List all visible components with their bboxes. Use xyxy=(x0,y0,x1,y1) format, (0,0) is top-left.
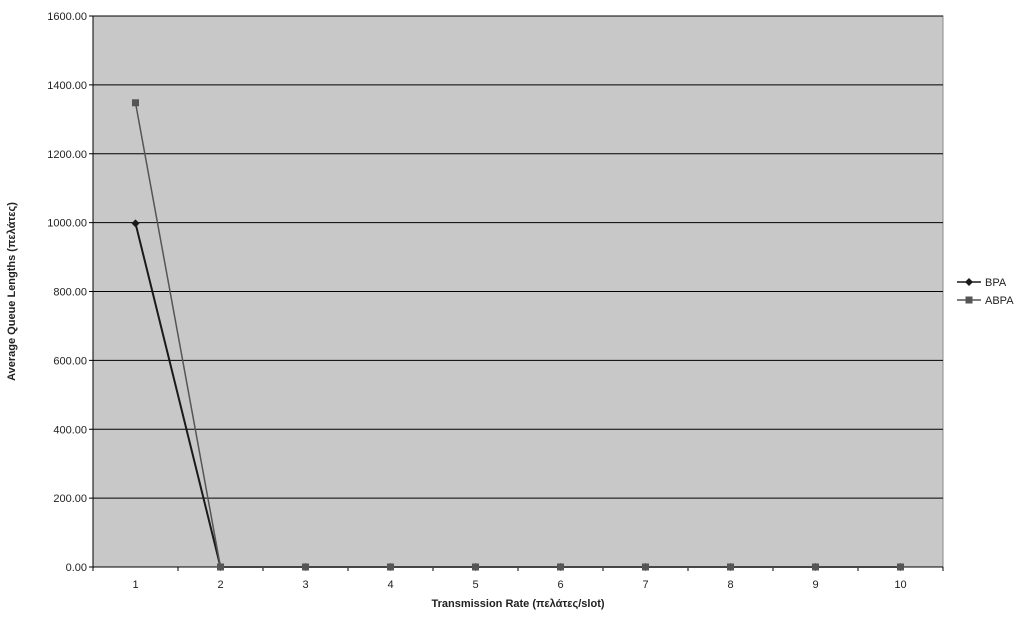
data-point-abpa xyxy=(727,563,734,571)
x-tick-label: 10 xyxy=(894,579,906,591)
legend-label: BPA xyxy=(985,277,1007,289)
x-tick-label: 5 xyxy=(472,579,478,591)
series-line-abpa xyxy=(134,102,901,568)
data-point-abpa xyxy=(812,563,819,571)
x-tick-label: 8 xyxy=(727,579,733,591)
grid-lines xyxy=(93,15,943,499)
data-point-abpa xyxy=(217,563,224,571)
series-abpa xyxy=(132,99,904,571)
y-tick-label: 600.00 xyxy=(53,355,87,367)
x-tick-label: 3 xyxy=(302,579,308,591)
x-tick-label: 2 xyxy=(217,579,223,591)
y-tick-label: 1600.00 xyxy=(47,11,87,23)
legend-marker xyxy=(965,278,973,286)
data-point-abpa xyxy=(472,563,479,571)
legend-marker xyxy=(965,296,973,304)
series-layer xyxy=(131,99,905,571)
y-tick-label: 400.00 xyxy=(53,424,87,436)
x-tick-label: 7 xyxy=(642,579,648,591)
legend-item-bpa: BPA xyxy=(957,277,1007,289)
y-tick-label: 200.00 xyxy=(53,493,87,505)
data-point-abpa xyxy=(557,563,564,571)
legend: BPA ABPA xyxy=(957,277,1014,307)
y-axis-title: Average Queue Lengths (πελάτες) xyxy=(6,202,18,381)
x-tick-label: 6 xyxy=(557,579,563,591)
legend-item-abpa: ABPA xyxy=(957,295,1014,307)
y-tick-label: 800.00 xyxy=(53,287,87,299)
data-point-abpa xyxy=(302,563,309,571)
x-tick-label: 4 xyxy=(387,579,393,591)
data-point-abpa xyxy=(387,563,394,571)
data-point-abpa xyxy=(132,99,139,107)
y-tick-label: 1200.00 xyxy=(47,149,87,161)
x-tick-label: 1 xyxy=(132,579,138,591)
y-tick-label: 1400.00 xyxy=(47,80,87,92)
data-point-bpa xyxy=(131,219,140,228)
data-point-abpa xyxy=(642,563,649,571)
y-tick-label: 0.00 xyxy=(66,562,87,574)
x-axis-title: Transmission Rate (πελάτες/slot) xyxy=(431,598,604,610)
legend-label: ABPA xyxy=(985,295,1014,307)
x-tick-label: 9 xyxy=(812,579,818,591)
y-tick-label: 1000.00 xyxy=(47,218,87,230)
data-point-abpa xyxy=(897,563,904,571)
